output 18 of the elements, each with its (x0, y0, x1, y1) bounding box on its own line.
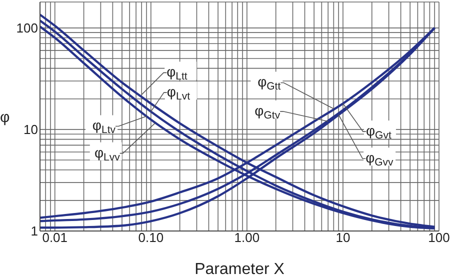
annotation: φ$_{Lvv}$ (94, 144, 121, 164)
y-axis-title: φ (0, 108, 10, 126)
annotation: φ$_{Ltv}$ (92, 117, 116, 137)
x-tick-label: 10 (336, 230, 350, 246)
y-tick-label: 1 (30, 224, 38, 239)
x-tick-label: 0.01 (42, 230, 68, 246)
annotation: φ$_{Gtv}$ (254, 102, 281, 122)
x-axis-title: Parameter X (194, 261, 285, 278)
y-tick-label: 10 (24, 122, 38, 138)
annotation: φ$_{Gtt}$ (258, 74, 281, 94)
annotation: φ$_{Ltt}$ (166, 64, 188, 83)
x-tick-label: 1.00 (234, 230, 260, 246)
x-tick-label: 100 (428, 230, 450, 246)
annotation: φ$_{Gvv}$ (366, 150, 394, 169)
annotation: φ$_{Lvt}$ (166, 84, 190, 103)
y-tick-label: 100 (16, 20, 38, 36)
x-tick-label: 0.10 (138, 230, 164, 246)
annotation: φ$_{Gvt}$ (366, 122, 392, 142)
